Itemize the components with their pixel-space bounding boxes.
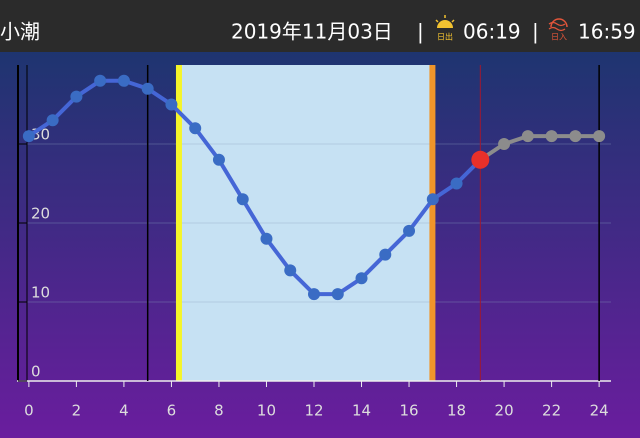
tide-point <box>379 248 392 261</box>
tide-point <box>22 130 35 143</box>
tide-point <box>141 82 154 95</box>
tide-point <box>426 193 439 206</box>
x-tick-label: 0 <box>24 402 34 420</box>
tide-point <box>593 130 606 143</box>
tide-point <box>94 74 107 87</box>
sunset-icon: 日入 <box>548 18 568 42</box>
tide-point <box>260 232 273 245</box>
y-tick-label: 20 <box>31 205 50 223</box>
tide-point <box>46 114 59 127</box>
sunset-time: 16:59 <box>578 20 636 44</box>
tide-point <box>236 193 249 206</box>
x-tick-label: 8 <box>214 402 224 420</box>
x-tick-label: 22 <box>542 402 561 420</box>
daylight-band <box>178 65 433 381</box>
x-tick-label: 18 <box>447 402 466 420</box>
tide-point <box>545 130 558 143</box>
tide-point <box>70 90 83 103</box>
sunset-label: 日入 <box>551 33 567 42</box>
tide-point <box>450 177 463 190</box>
header-bar <box>0 0 640 52</box>
tide-point <box>403 224 416 237</box>
separator: | <box>417 20 424 44</box>
sunrise-label: 日出 <box>437 32 453 42</box>
y-tick-label: 10 <box>31 284 50 302</box>
tide-name: 小潮 <box>0 20 40 44</box>
date: 2019年11月03日 <box>231 20 393 44</box>
x-tick-label: 12 <box>304 402 323 420</box>
tide-point <box>308 288 320 301</box>
x-tick-label: 4 <box>119 402 129 420</box>
x-tick-label: 16 <box>399 402 418 420</box>
tide-point <box>189 122 202 135</box>
sunrise-icon: 日出 <box>435 15 455 42</box>
tide-point <box>521 130 534 143</box>
sunset-line <box>429 65 436 381</box>
tide-point <box>331 288 344 301</box>
x-tick-label: 20 <box>495 402 514 420</box>
x-tick-label: 6 <box>167 402 177 420</box>
sunrise-line <box>175 65 182 381</box>
tide-point <box>212 153 225 166</box>
separator: | <box>532 20 539 44</box>
tide-point <box>498 138 511 150</box>
x-tick-label: 24 <box>590 402 609 420</box>
tide-point <box>165 98 178 111</box>
current-point <box>471 150 490 169</box>
tide-point <box>117 74 130 87</box>
tide-point <box>569 130 582 143</box>
x-tick-label: 2 <box>72 402 82 420</box>
tide-point <box>355 272 368 285</box>
sunrise-time: 06:19 <box>463 20 521 44</box>
x-tick-label: 14 <box>352 402 371 420</box>
x-tick-label: 10 <box>257 402 276 420</box>
tide-point <box>284 264 297 277</box>
y-tick-label: 0 <box>31 363 41 381</box>
